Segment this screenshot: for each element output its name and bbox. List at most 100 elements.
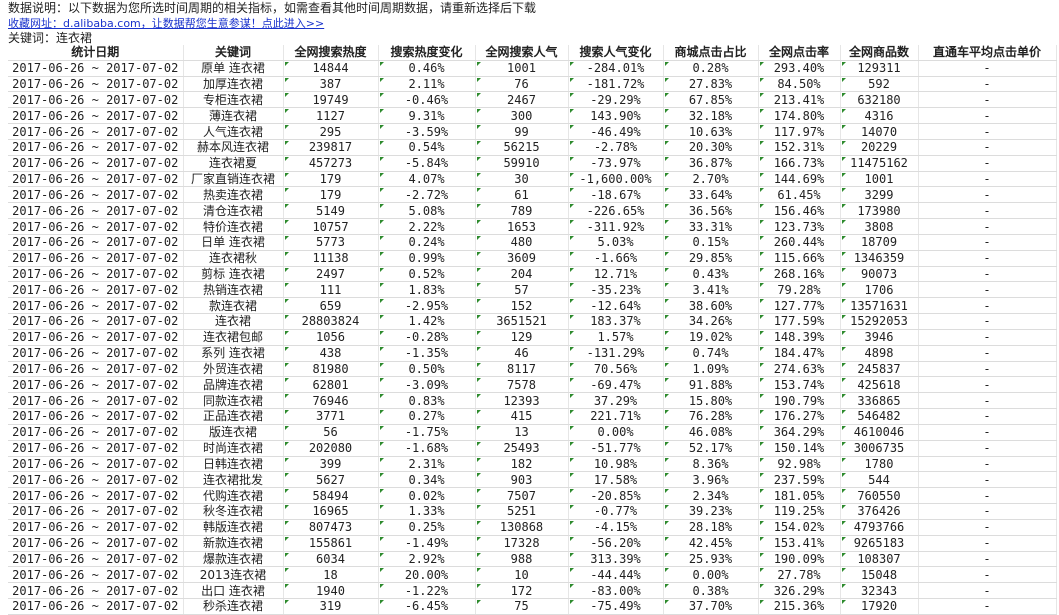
column-header-click-rate[interactable]: 全网点击率 bbox=[758, 45, 841, 61]
cell-search-popularity[interactable]: 1001 bbox=[475, 60, 569, 77]
cell-popularity-change[interactable]: 0.00% bbox=[568, 424, 664, 441]
cell-product-count[interactable]: 90073 bbox=[840, 266, 919, 283]
cell-heat-change[interactable]: 1.42% bbox=[378, 313, 476, 330]
cell-popularity-change[interactable]: -18.67% bbox=[568, 186, 664, 204]
cell-heat-change[interactable]: 1.33% bbox=[378, 503, 476, 520]
cell-search-popularity[interactable]: 130868 bbox=[475, 519, 569, 536]
cell-mall-click-share[interactable]: 28.18% bbox=[663, 519, 759, 536]
cell-heat-change[interactable]: -0.46% bbox=[378, 91, 476, 109]
cell-click-rate[interactable]: 213.41% bbox=[758, 91, 841, 109]
cell-click-rate[interactable]: 115.66% bbox=[758, 250, 841, 267]
cell-avg-cpc[interactable]: - bbox=[918, 408, 1057, 425]
cell-click-rate[interactable]: 79.28% bbox=[758, 281, 841, 299]
cell-search-heat[interactable]: 1127 bbox=[283, 107, 379, 125]
cell-search-popularity[interactable]: 1653 bbox=[475, 218, 569, 235]
cell-date[interactable]: 2017-06-26 ~ 2017-07-02 bbox=[8, 218, 184, 235]
cell-keyword[interactable]: 日单 连衣裙 bbox=[183, 234, 284, 251]
cell-click-rate[interactable]: 176.27% bbox=[758, 408, 841, 425]
cell-keyword[interactable]: 人气连衣裙 bbox=[183, 123, 284, 140]
cell-date[interactable]: 2017-06-26 ~ 2017-07-02 bbox=[8, 345, 184, 362]
cell-avg-cpc[interactable]: - bbox=[918, 266, 1057, 283]
cell-product-count[interactable]: 9265183 bbox=[840, 535, 919, 552]
cell-avg-cpc[interactable]: - bbox=[918, 250, 1057, 267]
cell-search-popularity[interactable]: 13 bbox=[475, 424, 569, 441]
cell-keyword[interactable]: 爆款连衣裙 bbox=[183, 551, 284, 568]
cell-mall-click-share[interactable]: 38.60% bbox=[663, 297, 759, 315]
cell-mall-click-share[interactable]: 46.08% bbox=[663, 424, 759, 441]
cell-mall-click-share[interactable]: 37.70% bbox=[663, 598, 759, 615]
cell-keyword[interactable]: 加厚连衣裙 bbox=[183, 76, 284, 93]
cell-keyword[interactable]: 赫本风连衣裙 bbox=[183, 139, 284, 156]
cell-date[interactable]: 2017-06-26 ~ 2017-07-02 bbox=[8, 171, 184, 188]
cell-search-popularity[interactable]: 988 bbox=[475, 551, 569, 568]
cell-keyword[interactable]: 清仓连衣裙 bbox=[183, 202, 284, 220]
cell-popularity-change[interactable]: -181.72% bbox=[568, 76, 664, 93]
cell-heat-change[interactable]: 0.02% bbox=[378, 487, 476, 505]
cell-keyword[interactable]: 专柜连衣裙 bbox=[183, 91, 284, 109]
cell-mall-click-share[interactable]: 25.93% bbox=[663, 551, 759, 568]
cell-mall-click-share[interactable]: 3.41% bbox=[663, 281, 759, 299]
cell-date[interactable]: 2017-06-26 ~ 2017-07-02 bbox=[8, 440, 184, 457]
cell-search-popularity[interactable]: 17328 bbox=[475, 535, 569, 552]
cell-date[interactable]: 2017-06-26 ~ 2017-07-02 bbox=[8, 281, 184, 299]
cell-search-popularity[interactable]: 8117 bbox=[475, 361, 569, 378]
cell-popularity-change[interactable]: -69.47% bbox=[568, 376, 664, 394]
cell-click-rate[interactable]: 326.29% bbox=[758, 582, 841, 599]
cell-avg-cpc[interactable]: - bbox=[918, 171, 1057, 188]
cell-avg-cpc[interactable]: - bbox=[918, 155, 1057, 172]
cell-product-count[interactable]: 15048 bbox=[840, 566, 919, 584]
cell-mall-click-share[interactable]: 42.45% bbox=[663, 535, 759, 552]
cell-search-popularity[interactable]: 3651521 bbox=[475, 313, 569, 330]
cell-keyword[interactable]: 代购连衣裙 bbox=[183, 487, 284, 505]
cell-heat-change[interactable]: 1.83% bbox=[378, 281, 476, 299]
cell-date[interactable]: 2017-06-26 ~ 2017-07-02 bbox=[8, 123, 184, 140]
cell-search-popularity[interactable]: 480 bbox=[475, 234, 569, 251]
cell-search-heat[interactable]: 179 bbox=[283, 171, 379, 188]
cell-click-rate[interactable]: 154.02% bbox=[758, 519, 841, 536]
cell-click-rate[interactable]: 117.97% bbox=[758, 123, 841, 140]
cell-mall-click-share[interactable]: 2.34% bbox=[663, 487, 759, 505]
cell-product-count[interactable]: 544 bbox=[840, 471, 919, 489]
cell-search-heat[interactable]: 807473 bbox=[283, 519, 379, 536]
cell-mall-click-share[interactable]: 0.28% bbox=[663, 60, 759, 77]
cell-click-rate[interactable]: 260.44% bbox=[758, 234, 841, 251]
cell-keyword[interactable]: 薄连衣裙 bbox=[183, 107, 284, 125]
cell-date[interactable]: 2017-06-26 ~ 2017-07-02 bbox=[8, 266, 184, 283]
cell-popularity-change[interactable]: 17.58% bbox=[568, 471, 664, 489]
cell-avg-cpc[interactable]: - bbox=[918, 313, 1057, 330]
cell-popularity-change[interactable]: -284.01% bbox=[568, 60, 664, 77]
cell-heat-change[interactable]: 0.24% bbox=[378, 234, 476, 251]
cell-product-count[interactable]: 32343 bbox=[840, 582, 919, 599]
cell-heat-change[interactable]: -3.59% bbox=[378, 123, 476, 140]
cell-heat-change[interactable]: 9.31% bbox=[378, 107, 476, 125]
cell-search-popularity[interactable]: 3609 bbox=[475, 250, 569, 267]
cell-search-popularity[interactable]: 5251 bbox=[475, 503, 569, 520]
column-header-search-heat[interactable]: 全网搜索热度 bbox=[283, 45, 379, 61]
cell-search-heat[interactable]: 11138 bbox=[283, 250, 379, 267]
cell-date[interactable]: 2017-06-26 ~ 2017-07-02 bbox=[8, 551, 184, 568]
cell-mall-click-share[interactable]: 0.15% bbox=[663, 234, 759, 251]
cell-keyword[interactable]: 秒杀连衣裙 bbox=[183, 598, 284, 615]
cell-search-popularity[interactable]: 57 bbox=[475, 281, 569, 299]
cell-avg-cpc[interactable]: - bbox=[918, 123, 1057, 140]
cell-search-heat[interactable]: 438 bbox=[283, 345, 379, 362]
cell-search-popularity[interactable]: 903 bbox=[475, 471, 569, 489]
cell-popularity-change[interactable]: -1,600.00% bbox=[568, 171, 664, 188]
column-header-keyword[interactable]: 关键词 bbox=[183, 45, 284, 61]
cell-avg-cpc[interactable]: - bbox=[918, 329, 1057, 346]
cell-avg-cpc[interactable]: - bbox=[918, 218, 1057, 235]
cell-popularity-change[interactable]: -2.78% bbox=[568, 139, 664, 156]
cell-date[interactable]: 2017-06-26 ~ 2017-07-02 bbox=[8, 329, 184, 346]
cell-search-heat[interactable]: 5627 bbox=[283, 471, 379, 489]
cell-avg-cpc[interactable]: - bbox=[918, 456, 1057, 473]
cell-product-count[interactable]: 4793766 bbox=[840, 519, 919, 536]
cell-date[interactable]: 2017-06-26 ~ 2017-07-02 bbox=[8, 456, 184, 473]
cell-popularity-change[interactable]: -131.29% bbox=[568, 345, 664, 362]
cell-click-rate[interactable]: 174.80% bbox=[758, 107, 841, 125]
cell-date[interactable]: 2017-06-26 ~ 2017-07-02 bbox=[8, 408, 184, 425]
cell-popularity-change[interactable]: -35.23% bbox=[568, 281, 664, 299]
cell-keyword[interactable]: 秋冬连衣裙 bbox=[183, 503, 284, 520]
cell-click-rate[interactable]: 184.47% bbox=[758, 345, 841, 362]
cell-click-rate[interactable]: 84.50% bbox=[758, 76, 841, 93]
cell-search-popularity[interactable]: 59910 bbox=[475, 155, 569, 172]
